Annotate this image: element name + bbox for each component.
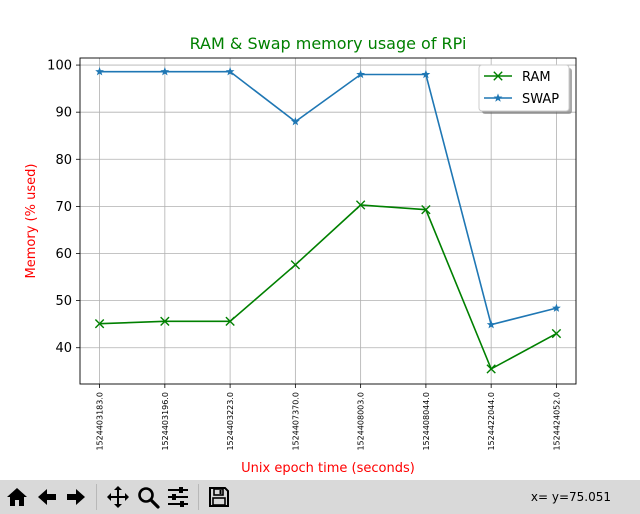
arrow-right-icon — [67, 489, 85, 505]
y-tick-label: 60 — [55, 247, 72, 262]
swap-series-line — [99, 70, 557, 326]
swap-data-point — [225, 67, 235, 76]
toolbar-separator — [96, 484, 97, 510]
x-tick-label: 1524424052.0 — [552, 392, 561, 451]
ram-data-point — [551, 328, 562, 339]
y-tick-label: 40 — [55, 341, 72, 356]
move-icon — [107, 486, 129, 508]
swap-data-point — [356, 69, 366, 79]
marker-stroke — [355, 200, 366, 210]
legend-marker-swap — [493, 93, 503, 102]
marker-stroke — [551, 328, 562, 339]
x-tick-label: 1524403196.0 — [161, 392, 170, 451]
y-tick-label: 90 — [55, 106, 72, 121]
ram-data-point — [486, 364, 496, 374]
x-axis-label: Unix epoch time (seconds) — [241, 461, 415, 476]
legend-label-swap: SWAP — [522, 92, 559, 107]
x-tick-label: 1524403183.0 — [96, 392, 105, 451]
plot-area: 40 50 60 70 80 90 100 1524403183.0 1524403196.0 1… — [47, 57, 577, 451]
marker-stroke — [225, 316, 235, 327]
marker-stroke — [493, 71, 503, 81]
swap-data-point — [95, 67, 104, 76]
home-icon — [7, 488, 27, 506]
legend-marker-ram — [493, 71, 503, 81]
swap-data-point — [486, 320, 496, 329]
x-tick-label: 1524403223.0 — [226, 392, 235, 451]
ram-series-line — [99, 204, 557, 371]
pan-button[interactable] — [104, 483, 132, 511]
ram-data-point — [290, 260, 301, 270]
ram-data-point — [421, 204, 431, 215]
arrow-left-icon — [38, 489, 56, 505]
legend-label-ram: RAM — [522, 70, 551, 85]
y-tick-label: 100 — [47, 59, 72, 74]
y-tick-label: 70 — [55, 200, 72, 215]
legend: RAM SWAP — [478, 64, 572, 114]
toolbar-separator — [198, 484, 199, 510]
y-axis-label: Memory (% used) — [24, 164, 39, 279]
chart-title: RAM & Swap memory usage of RPi — [190, 34, 467, 53]
y-tick-label: 80 — [55, 153, 72, 168]
ram-data-point — [225, 316, 235, 327]
marker-stroke — [94, 319, 105, 329]
swap-data-point — [552, 303, 561, 312]
save-button[interactable] — [205, 483, 233, 511]
y-tick-label: 50 — [55, 294, 72, 309]
zoom-button[interactable] — [134, 483, 162, 511]
swap-data-point — [290, 117, 300, 126]
swap-data-point — [160, 67, 170, 76]
navigation-toolbar: x= y=75.051 — [0, 480, 640, 514]
zoom-icon — [138, 487, 160, 509]
x-tick-label: 1524408044.0 — [422, 392, 431, 451]
save-icon — [209, 487, 229, 507]
forward-button[interactable] — [62, 483, 90, 511]
x-tick-label: 1524408003.0 — [357, 392, 366, 451]
ram-data-point — [94, 319, 105, 329]
marker-stroke — [486, 364, 496, 374]
axes-frame — [79, 57, 577, 385]
marker-stroke — [421, 204, 431, 215]
chart-figure: RAM & Swap memory usage of RPi 40 50 60 70 8… — [24, 34, 577, 476]
coordinate-readout: x= y=75.051 — [530, 490, 611, 504]
x-tick-label: 1524407370.0 — [291, 392, 300, 451]
sliders-icon — [168, 487, 188, 507]
swap-data-point — [421, 69, 431, 79]
configure-subplots-button[interactable] — [164, 483, 192, 511]
back-button[interactable] — [33, 483, 61, 511]
ram-data-point — [355, 200, 366, 210]
marker-stroke — [160, 316, 170, 327]
ram-data-point — [160, 316, 170, 327]
marker-stroke — [290, 260, 301, 270]
x-tick-label: 1524422044.0 — [487, 392, 496, 451]
home-button[interactable] — [3, 483, 31, 511]
